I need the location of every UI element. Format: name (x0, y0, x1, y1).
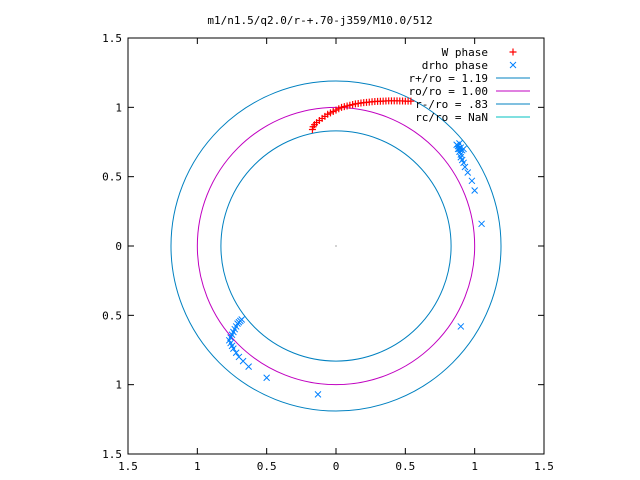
drho-phase-point (238, 316, 246, 323)
x-tick-label: 1 (194, 460, 201, 473)
drho-phase-point (471, 187, 479, 194)
x-tick-label: 1 (471, 460, 478, 473)
x-tick-label: 1.5 (118, 460, 138, 473)
legend-label: W phase (442, 46, 488, 59)
chart-title: m1/n1.5/q2.0/r-+.70-j359/M10.0/512 (207, 14, 432, 27)
legend-label: r+/ro = 1.19 (409, 72, 488, 85)
legend-label: drho phase (422, 59, 488, 72)
drho-phase-point (464, 169, 472, 176)
legend-sample-cross (509, 61, 517, 69)
legend-sample-plus (509, 48, 517, 56)
x-tick-label: 0 (333, 460, 340, 473)
drho-phase-point (457, 323, 465, 330)
legend-label: r-/ro = .83 (415, 98, 488, 111)
drho-phase-point (235, 353, 243, 361)
legend-label: rc/ro = NaN (415, 111, 488, 124)
drho-phase-point (460, 159, 467, 167)
drho-phase-point (457, 151, 465, 158)
drho-phase-point (456, 140, 463, 147)
legend-label: ro/ro = 1.00 (409, 85, 488, 98)
y-tick-label: 1.5 (102, 32, 122, 45)
y-tick-label: 0 (115, 240, 122, 253)
drho-phase-point (468, 177, 476, 185)
w-phase-point (407, 97, 415, 105)
drho-phase-point (478, 220, 485, 228)
y-tick-label: 1 (115, 379, 122, 392)
y-tick-label: 1 (115, 101, 122, 114)
y-tick-label: 1.5 (102, 448, 122, 461)
drho-phase-point (245, 363, 252, 370)
circle-0 (170, 80, 502, 412)
circle-2 (220, 130, 452, 362)
drho-phase-point (263, 374, 271, 382)
drho-phase-point (454, 145, 462, 153)
y-tick-label: 0.5 (102, 309, 122, 322)
y-tick-label: 0.5 (102, 171, 122, 184)
x-tick-label: 0.5 (257, 460, 277, 473)
drho-phase-point (461, 163, 469, 171)
origin-marker (335, 245, 337, 247)
drho-phase-point (314, 391, 322, 398)
x-tick-label: 0.5 (395, 460, 415, 473)
drho-phase-point (460, 145, 467, 153)
x-tick-label: 1.5 (534, 460, 554, 473)
drho-phase-point (232, 349, 240, 357)
